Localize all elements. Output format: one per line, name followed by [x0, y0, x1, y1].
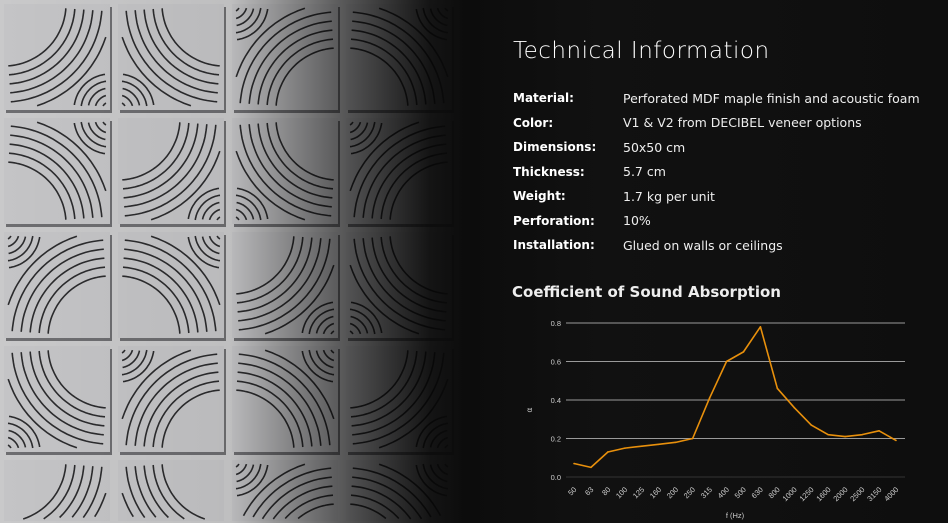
- data-point: [742, 351, 745, 353]
- x-axis-label: f (Hz): [726, 511, 745, 520]
- y-tick-label: 0.2: [551, 435, 561, 444]
- data-point: [674, 441, 677, 444]
- chart-title: Coefficient of Sound Absorption: [512, 283, 781, 301]
- x-tick-label: 80: [600, 485, 612, 497]
- spec-row-weight: Weight: 1.7 kg per unit: [513, 184, 920, 209]
- page-title: Technical Information: [513, 38, 770, 64]
- spec-label: Perforation:: [513, 213, 595, 228]
- data-point: [844, 435, 846, 438]
- x-tick-label: 400: [716, 485, 731, 500]
- x-tick-label: 63: [583, 485, 595, 497]
- data-point: [657, 443, 660, 446]
- spec-value: 10%: [623, 213, 651, 229]
- spec-label: Thickness:: [513, 164, 585, 179]
- series-line: [573, 326, 897, 469]
- data-point: [861, 433, 863, 436]
- x-tick-label: 200: [665, 485, 680, 500]
- spec-row-dimensions: Dimensions: 50x50 cm: [513, 135, 920, 160]
- data-point: [878, 430, 880, 432]
- x-tick-label: 1000: [781, 485, 799, 503]
- spec-label: Installation:: [513, 238, 595, 253]
- data-point: [573, 462, 575, 465]
- x-tick-label: 2000: [831, 485, 849, 503]
- x-tick-label: 315: [699, 485, 714, 500]
- spec-value: Glued on walls or ceilings: [623, 237, 783, 253]
- spec-row-material: Material: Perforated MDF maple finish and…: [513, 86, 920, 111]
- x-tick-label: 1250: [798, 485, 816, 503]
- spec-value: 50x50 cm: [623, 139, 686, 155]
- spec-label: Color:: [513, 115, 554, 130]
- spec-row-color: Color: V1 & V2 from DECIBEL veneer option…: [513, 111, 920, 136]
- data-point: [708, 397, 711, 399]
- spec-value: Perforated MDF maple finish and acoustic…: [623, 90, 920, 106]
- data-point: [776, 387, 779, 390]
- data-point: [895, 439, 897, 442]
- data-point: [624, 447, 626, 449]
- x-tick-label: 630: [750, 485, 765, 500]
- y-tick-label: 0.0: [551, 473, 561, 482]
- spec-value: V1 & V2 from DECIBEL veneer options: [623, 115, 862, 131]
- spec-value: 5.7 cm: [623, 164, 666, 180]
- data-point: [725, 360, 728, 363]
- spec-label: Weight:: [513, 189, 566, 204]
- x-tick-label: 4000: [882, 485, 900, 503]
- spec-row-perforation: Perforation: 10%: [513, 209, 920, 234]
- spec-label: Material:: [513, 91, 574, 106]
- x-tick-label: 125: [631, 485, 646, 500]
- x-tick-label: 100: [614, 485, 629, 500]
- x-tick-label: 1600: [814, 485, 832, 503]
- spec-list: Material: Perforated MDF maple finish and…: [513, 86, 920, 258]
- y-tick-label: 0.8: [551, 319, 561, 328]
- spec-row-installation: Installation: Glued on walls or ceilings: [513, 233, 920, 258]
- data-point: [607, 451, 609, 453]
- x-tick-label: 160: [648, 485, 663, 500]
- data-point: [691, 437, 694, 440]
- x-tick-label: 50: [566, 485, 578, 497]
- x-tick-label: 800: [767, 485, 782, 500]
- data-point: [590, 466, 592, 469]
- data-point: [827, 433, 830, 436]
- x-tick-label: 250: [682, 485, 697, 500]
- spec-row-thickness: Thickness: 5.7 cm: [513, 160, 920, 185]
- spec-value: 1.7 kg per unit: [623, 188, 715, 204]
- data-point: [793, 406, 796, 409]
- x-tick-label: 2500: [848, 485, 866, 503]
- data-point: [759, 326, 762, 328]
- y-tick-label: 0.4: [551, 396, 561, 405]
- data-point: [810, 424, 813, 426]
- data-point: [640, 445, 643, 448]
- y-tick-label: 0.6: [551, 358, 561, 367]
- spec-label: Dimensions:: [513, 140, 597, 155]
- x-tick-label: 3150: [865, 485, 883, 503]
- y-axis-label: α: [525, 407, 534, 412]
- x-tick-label: 500: [733, 485, 748, 500]
